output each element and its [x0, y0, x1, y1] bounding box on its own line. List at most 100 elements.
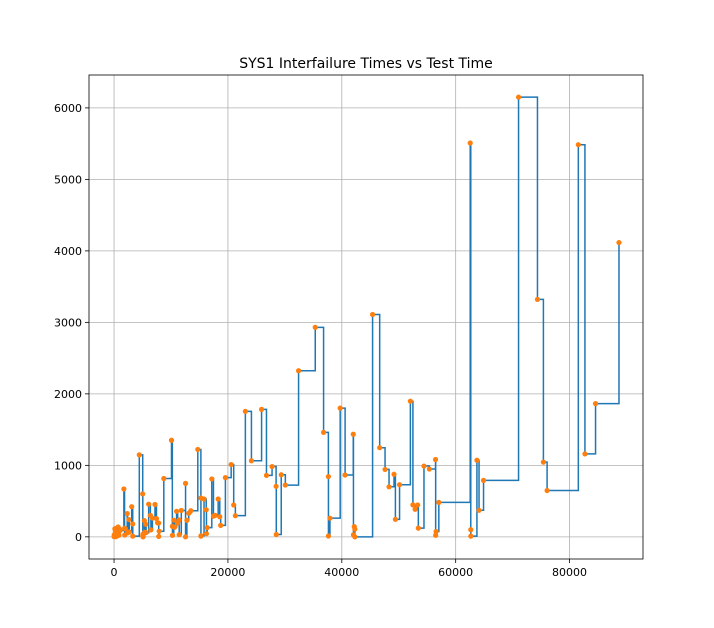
- data-point: [222, 475, 228, 481]
- data-point: [415, 502, 421, 508]
- data-point: [407, 398, 413, 404]
- data-point: [327, 515, 333, 521]
- data-point: [432, 456, 439, 463]
- x-axis: 0 20000 40000 60000 80000: [111, 559, 587, 579]
- data-point: [122, 526, 128, 532]
- data-point: [433, 528, 439, 535]
- data-point: [544, 487, 550, 494]
- data-point: [146, 501, 152, 507]
- data-point: [396, 482, 403, 488]
- data-point: [386, 484, 392, 490]
- data-point: [468, 533, 474, 539]
- data-point: [140, 491, 146, 497]
- data-point: [582, 451, 588, 457]
- data-point: [575, 142, 581, 148]
- data-point: [130, 533, 136, 539]
- data-point: [426, 466, 432, 472]
- x-tick-label: 60000: [438, 566, 473, 579]
- data-point: [203, 507, 209, 513]
- data-point: [412, 506, 418, 512]
- data-point: [433, 532, 439, 538]
- data-point: [130, 521, 136, 527]
- y-tick-label: 3000: [54, 316, 82, 329]
- data-point: [143, 521, 149, 527]
- data-point: [421, 463, 427, 469]
- data-point: [126, 529, 132, 535]
- data-point: [436, 499, 442, 505]
- data-point: [173, 508, 180, 514]
- x-tick-label: 80000: [552, 566, 587, 579]
- data-point: [124, 510, 130, 517]
- data-point: [184, 517, 190, 523]
- data-point: [515, 94, 522, 100]
- data-point: [121, 486, 127, 492]
- data-point: [278, 472, 284, 478]
- data-point: [392, 516, 399, 522]
- data-point: [152, 501, 158, 508]
- data-point: [369, 311, 376, 318]
- y-axis: 0 1000 2000 3000 4000 5000 6000: [54, 102, 89, 544]
- y-tick-label: 2000: [54, 388, 82, 401]
- data-point: [209, 476, 215, 482]
- data-point: [203, 531, 210, 537]
- data-point: [476, 507, 482, 513]
- data-point: [140, 533, 146, 539]
- data-point: [350, 431, 356, 437]
- data-point: [273, 483, 279, 489]
- data-point: [176, 517, 182, 523]
- data-point: [136, 452, 142, 458]
- data-point: [126, 516, 132, 523]
- data-point: [228, 461, 234, 468]
- data-point: [198, 533, 204, 539]
- data-point: [474, 457, 480, 463]
- data-point: [212, 512, 218, 518]
- data-point: [325, 473, 331, 480]
- x-tick-label: 0: [111, 566, 118, 579]
- data-point: [156, 533, 162, 540]
- data-point: [242, 408, 248, 414]
- y-tick-label: 5000: [54, 173, 82, 186]
- data-point: [168, 437, 175, 443]
- data-point: [282, 482, 288, 488]
- data-point: [258, 406, 265, 412]
- data-point: [201, 496, 207, 502]
- data-point: [169, 532, 176, 538]
- data-point: [143, 530, 149, 536]
- data-point: [352, 526, 358, 532]
- data-point: [273, 531, 279, 538]
- data-point: [215, 496, 221, 502]
- data-point: [218, 522, 224, 529]
- data-point: [248, 458, 255, 464]
- data-point: [217, 514, 223, 520]
- data-point: [176, 532, 182, 538]
- data-point: [325, 533, 332, 539]
- data-point: [232, 513, 238, 519]
- data-point: [468, 527, 474, 533]
- data-point: [616, 239, 622, 246]
- x-tick-label: 40000: [324, 566, 359, 579]
- data-point: [129, 504, 135, 510]
- data-point: [352, 534, 358, 540]
- plot-area: [111, 94, 622, 540]
- data-point: [153, 516, 160, 522]
- data-point: [534, 296, 541, 303]
- data-point: [382, 466, 388, 473]
- series-step-line: [113, 96, 620, 538]
- data-point: [320, 429, 327, 435]
- data-point: [156, 528, 162, 534]
- data-point: [540, 459, 547, 465]
- data-point: [467, 140, 473, 146]
- data-point: [377, 445, 383, 451]
- data-point: [161, 475, 167, 482]
- data-point: [148, 527, 154, 533]
- y-tick-label: 0: [75, 531, 82, 544]
- data-point: [182, 534, 189, 540]
- data-point: [195, 446, 201, 453]
- chart-title: SYS1 Interfailure Times vs Test Time: [239, 56, 493, 72]
- data-point: [182, 480, 189, 486]
- y-tick-label: 6000: [54, 102, 82, 115]
- data-point: [295, 368, 302, 374]
- x-tick-label: 20000: [210, 566, 245, 579]
- data-point: [410, 502, 416, 508]
- data-point: [204, 525, 210, 531]
